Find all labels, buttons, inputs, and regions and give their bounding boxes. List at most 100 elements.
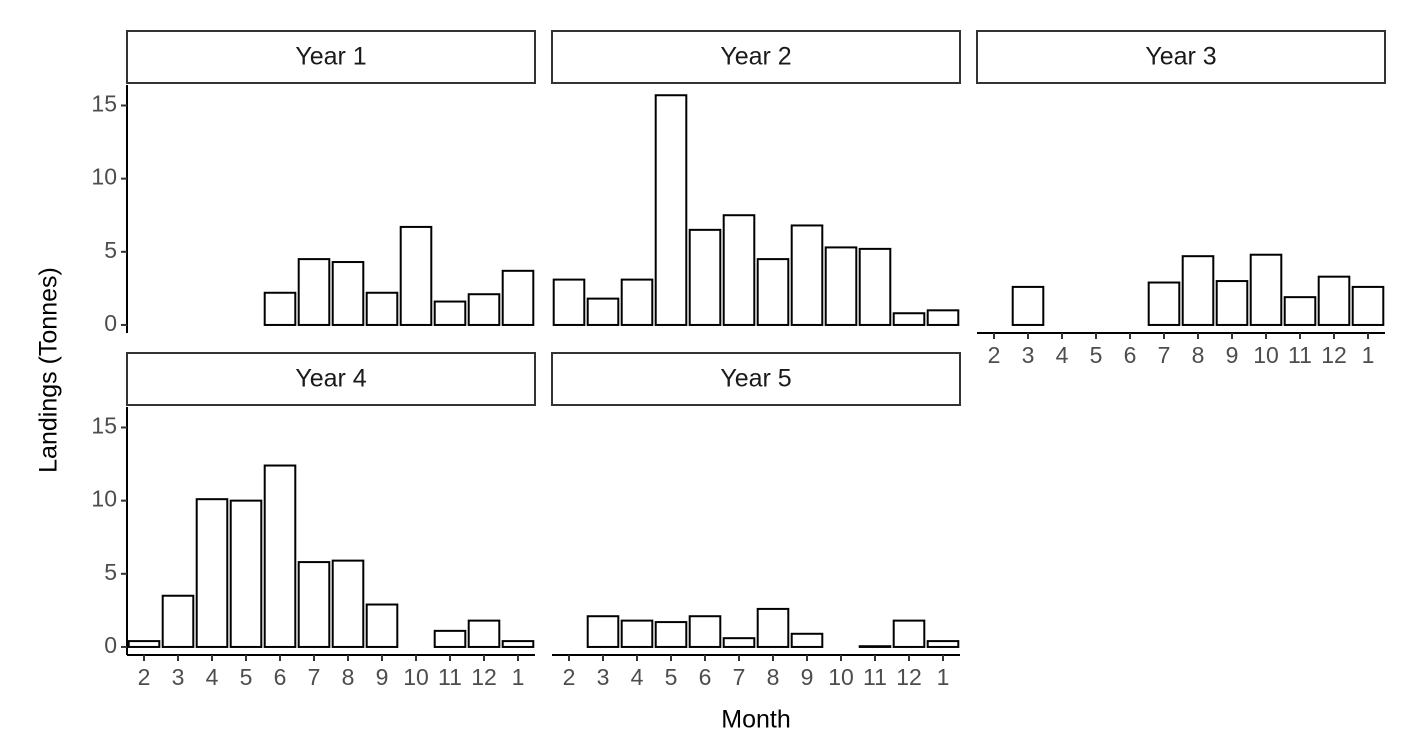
bar	[331, 559, 365, 648]
bar	[926, 309, 960, 326]
x-tick-label: 11	[438, 664, 462, 690]
x-tick-label: 8	[767, 664, 780, 690]
bar	[1249, 253, 1283, 326]
y-axis-title: Landings (Tonnes)	[35, 267, 63, 473]
bar	[501, 640, 535, 648]
bar	[756, 607, 790, 648]
y-tick-label: 15	[91, 91, 117, 117]
bar	[433, 629, 467, 648]
bar	[722, 214, 756, 326]
y-tick-label: 10	[91, 164, 117, 190]
x-tick-label: 5	[240, 664, 253, 690]
bar	[1181, 255, 1215, 326]
y-tick-label: 5	[104, 559, 117, 585]
bar	[586, 615, 620, 648]
x-tick-label: 3	[1022, 342, 1035, 368]
bar	[892, 619, 926, 648]
x-tick-label: 8	[342, 664, 355, 690]
x-tick-label: 4	[631, 664, 644, 690]
bar	[297, 561, 331, 648]
bar	[1283, 296, 1317, 326]
x-tick-label: 10	[403, 664, 429, 690]
bar	[654, 621, 688, 648]
bar	[1147, 281, 1181, 326]
x-tick-label: 3	[597, 664, 610, 690]
bar	[433, 300, 467, 326]
x-tick-label: 8	[1192, 342, 1205, 368]
bar	[161, 594, 195, 648]
x-tick-label: 9	[1226, 342, 1239, 368]
x-tick-label: 5	[665, 664, 678, 690]
facet-title: Year 5	[720, 365, 791, 393]
facet-strip	[126, 352, 536, 406]
y-tick-label: 0	[104, 632, 117, 658]
bar	[620, 619, 654, 648]
x-tick-label: 4	[206, 664, 219, 690]
bar	[331, 261, 365, 326]
x-tick-label: 1	[512, 664, 525, 690]
x-tick-label: 7	[1158, 342, 1171, 368]
bar	[858, 645, 892, 648]
bar	[127, 640, 161, 648]
bar	[586, 297, 620, 326]
x-tick-label: 12	[1321, 342, 1347, 368]
x-tick-label: 11	[863, 664, 887, 690]
bar	[1011, 285, 1045, 326]
y-tick-label: 10	[91, 486, 117, 512]
x-tick-label: 1	[1362, 342, 1375, 368]
y-tick-label: 0	[104, 310, 117, 336]
x-tick-label: 4	[1056, 342, 1069, 368]
bar	[688, 228, 722, 326]
facet-title: Year 2	[720, 43, 791, 71]
x-tick-label: 10	[828, 664, 854, 690]
x-tick-label: 12	[896, 664, 922, 690]
bar	[1351, 285, 1385, 326]
x-tick-label: 6	[699, 664, 712, 690]
facet-title: Year 3	[1145, 43, 1216, 71]
x-tick-label: 6	[1124, 342, 1137, 368]
x-tick-label: 2	[563, 664, 576, 690]
bar	[263, 291, 297, 326]
bar	[552, 278, 586, 326]
bar	[756, 258, 790, 326]
x-tick-label: 2	[988, 342, 1001, 368]
bar	[722, 637, 756, 648]
bar	[263, 464, 297, 648]
x-tick-label: 6	[274, 664, 287, 690]
bar	[365, 603, 399, 648]
x-tick-label: 3	[172, 664, 185, 690]
x-tick-label: 11	[1288, 342, 1312, 368]
facet-title: Year 4	[295, 365, 366, 393]
bar	[620, 278, 654, 326]
x-tick-label: 9	[376, 664, 389, 690]
bar	[790, 224, 824, 326]
x-tick-label: 10	[1253, 342, 1279, 368]
x-tick-label: 2	[138, 664, 151, 690]
facet-strip	[976, 30, 1386, 84]
bar	[467, 293, 501, 326]
bar	[195, 498, 229, 648]
bar	[824, 246, 858, 326]
bar	[892, 312, 926, 326]
y-tick-label: 15	[91, 413, 117, 439]
bar	[365, 291, 399, 326]
facet-strip	[551, 352, 961, 406]
bar	[1215, 280, 1249, 326]
bar	[1317, 275, 1351, 326]
bar	[229, 499, 263, 648]
x-tick-label: 7	[733, 664, 746, 690]
bar	[399, 225, 433, 326]
bar	[688, 615, 722, 648]
bar	[297, 258, 331, 326]
bar	[858, 247, 892, 326]
bar	[501, 269, 535, 326]
bar	[654, 94, 688, 326]
facet-strip	[551, 30, 961, 84]
facet-strip	[126, 30, 536, 84]
bar	[467, 619, 501, 648]
facet-title: Year 1	[295, 43, 366, 71]
x-tick-label: 5	[1090, 342, 1103, 368]
y-tick-label: 5	[104, 237, 117, 263]
x-tick-label: 7	[308, 664, 321, 690]
